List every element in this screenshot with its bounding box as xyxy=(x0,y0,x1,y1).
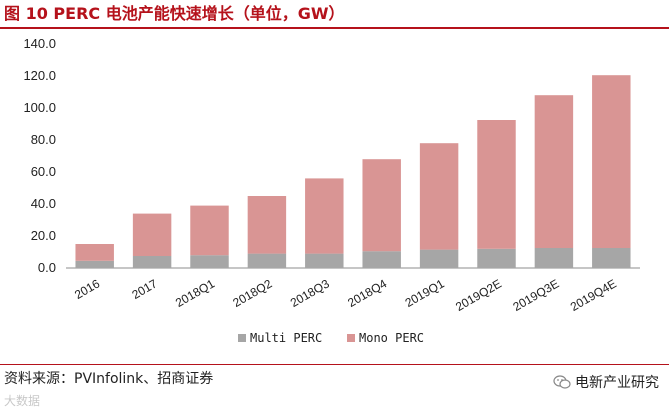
bar-mono-perc xyxy=(419,143,459,250)
bar-mono-perc xyxy=(132,213,172,256)
bar-multi-perc xyxy=(132,256,172,268)
chart: 0.0 20.0 40.0 60.0 80.0 100.0 120.0 140.0 2016 2… xyxy=(23,36,640,345)
bar-mono-perc xyxy=(477,120,516,249)
bar-multi-perc xyxy=(534,248,574,268)
y-tick-label: 0.0 xyxy=(38,260,56,275)
x-tick-label: 2018Q3 xyxy=(288,276,332,310)
watermark: 大数据 xyxy=(4,394,41,408)
x-tick-label: 2016 xyxy=(72,276,102,302)
source-note: 资料来源：PVInfolink、招商证券 xyxy=(4,371,214,387)
account-badge: 电新产业研究 xyxy=(553,372,659,392)
x-tick-label: 2019Q4E xyxy=(568,276,619,313)
bar-multi-perc xyxy=(247,253,287,268)
bars xyxy=(75,75,631,268)
legend-swatch-multi xyxy=(238,334,246,342)
bar-mono-perc xyxy=(190,205,229,256)
x-tick-label: 2019Q3E xyxy=(510,276,561,313)
bar-mono-perc xyxy=(592,75,631,248)
bar-mono-perc xyxy=(75,244,114,261)
legend-label-multi: Multi PERC xyxy=(250,331,322,345)
y-tick-label: 60.0 xyxy=(31,164,56,179)
chart-title: 图 10 PERC 电池产能快速增长（单位，GW） xyxy=(4,4,345,23)
wechat-icon xyxy=(553,375,571,389)
bar-mono-perc xyxy=(247,196,287,254)
y-tick-label: 140.0 xyxy=(23,36,56,51)
x-axis: 2016 2017 2018Q1 2018Q2 2018Q3 2018Q4 2019Q1 20… xyxy=(66,267,640,314)
legend-label-mono: Mono PERC xyxy=(359,331,424,345)
bar-multi-perc xyxy=(305,253,344,268)
bar-mono-perc xyxy=(362,159,401,252)
y-tick-label: 80.0 xyxy=(31,132,56,147)
y-axis: 0.0 20.0 40.0 60.0 80.0 100.0 120.0 140.0 xyxy=(23,36,56,275)
legend-swatch-mono xyxy=(347,334,355,342)
bar-multi-perc xyxy=(592,248,631,268)
bar-mono-perc xyxy=(534,95,574,248)
account-name: 电新产业研究 xyxy=(575,375,659,391)
bar-mono-perc xyxy=(305,178,344,254)
title-divider xyxy=(0,27,669,29)
x-tick-label: 2019Q1 xyxy=(403,276,447,310)
x-tick-label: 2018Q4 xyxy=(345,276,389,310)
bar-multi-perc xyxy=(190,255,229,268)
y-tick-label: 40.0 xyxy=(31,196,56,211)
x-tick-label: 2019Q2E xyxy=(453,276,504,313)
bar-multi-perc xyxy=(75,260,114,268)
footer-divider xyxy=(0,364,669,365)
x-tick-label: 2017 xyxy=(129,276,159,302)
bar-multi-perc xyxy=(419,249,459,268)
y-tick-label: 120.0 xyxy=(23,68,56,83)
y-tick-label: 100.0 xyxy=(23,100,56,115)
y-tick-label: 20.0 xyxy=(31,228,56,243)
x-tick-label: 2018Q1 xyxy=(173,276,217,310)
x-tick-label: 2018Q2 xyxy=(230,276,274,310)
bar-multi-perc xyxy=(477,248,516,268)
bar-multi-perc xyxy=(362,251,401,268)
legend: Multi PERC Mono PERC xyxy=(238,331,424,345)
